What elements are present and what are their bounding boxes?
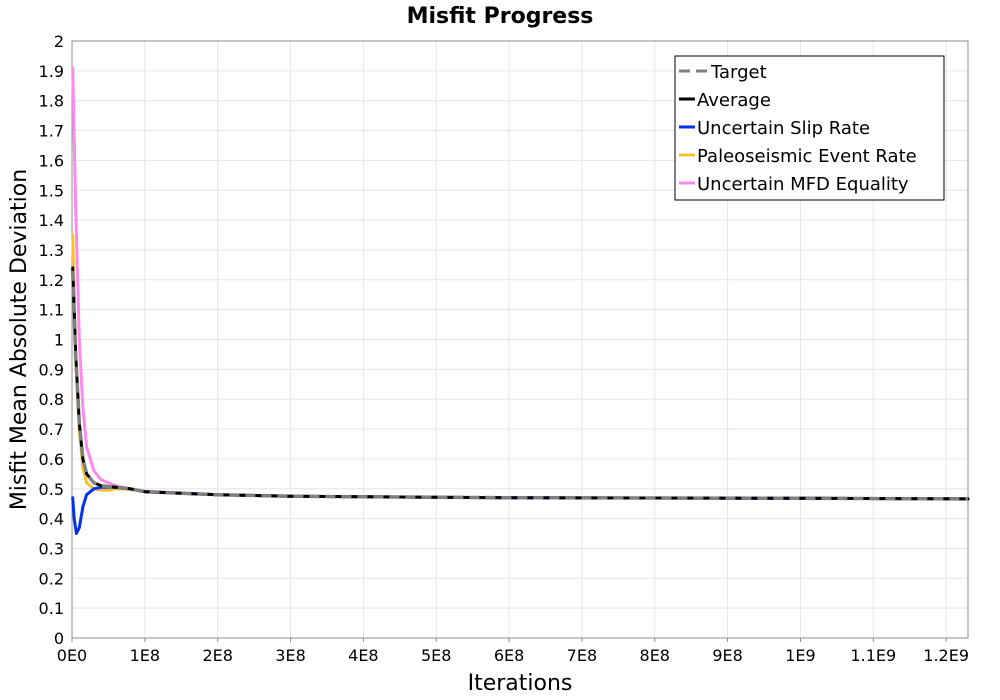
legend-entry: Paleoseismic Event Rate [697, 146, 917, 167]
y-tick-label: 0.5 [39, 480, 64, 499]
x-axis-label: Iterations [468, 671, 573, 696]
legend-entry: Average [697, 90, 771, 111]
y-tick-label: 1.4 [39, 211, 64, 230]
x-tick-label: 5E8 [421, 646, 451, 665]
legend-entry: Uncertain Slip Rate [697, 118, 870, 139]
y-tick-label: 1.1 [39, 301, 64, 320]
series-line-average [71, 266, 970, 501]
legend-entry: Uncertain MFD Equality [697, 174, 909, 195]
y-tick-label: 0.9 [39, 360, 64, 379]
legend-box [674, 55, 945, 201]
x-tick-label: 8E8 [640, 646, 670, 665]
legend: Target Average Uncertain Slip Rate Paleosei… [674, 55, 945, 201]
y-tick-label: 1.9 [39, 62, 64, 81]
x-tick-label: 9E8 [712, 646, 742, 665]
y-tick-label: 0.3 [39, 539, 64, 558]
x-tick-label: 1.1E9 [850, 646, 896, 665]
x-axis: 0E0 1E8 2E8 3E8 4E8 5E8 6E8 7E8 8E8 9E8 1E9 1.1E9 1.… [57, 638, 969, 665]
y-tick-label: 1.8 [39, 92, 64, 111]
y-tick-label: 0.6 [39, 450, 64, 469]
y-tick-label: 0.7 [39, 420, 64, 439]
y-tick-label: 1.7 [39, 122, 64, 141]
x-tick-label: 3E8 [275, 646, 305, 665]
y-tick-label: 1 [54, 331, 64, 350]
series-line-target [70, 270, 969, 501]
x-tick-label: 7E8 [567, 646, 597, 665]
y-axis-label: Misfit Mean Absolute Deviation [7, 169, 32, 510]
x-tick-label: 4E8 [348, 646, 378, 665]
series-layer [70, 66, 970, 535]
y-tick-label: 0.4 [39, 510, 64, 529]
y-tick-label: 2 [54, 32, 64, 51]
y-tick-label: 1.5 [39, 181, 64, 200]
x-tick-label: 2E8 [202, 646, 232, 665]
plot-area [71, 40, 969, 639]
x-tick-label: 1.2E9 [923, 646, 969, 665]
grid [71, 40, 968, 639]
y-tick-label: 0.1 [39, 599, 64, 618]
y-tick-label: 0.8 [39, 390, 64, 409]
y-tick-label: 1.3 [39, 241, 64, 260]
y-tick-label: 1.2 [39, 271, 64, 290]
legend-entry: Target [710, 62, 767, 83]
x-tick-label: 1E9 [785, 646, 815, 665]
x-tick-label: 0E0 [57, 646, 87, 665]
chart-title: Misfit Progress [407, 4, 594, 29]
x-tick-label: 6E8 [494, 646, 524, 665]
y-tick-label: 0 [54, 629, 64, 648]
x-tick-label: 1E8 [130, 646, 160, 665]
y-tick-label: 1.6 [39, 151, 64, 170]
y-tick-label: 0.2 [39, 569, 64, 588]
y-axis: 0 0.1 0.2 0.3 0.4 0.5 0.6 0.7 0.8 0.9 1 1.1 1.2 1.3 1.… [39, 32, 64, 648]
